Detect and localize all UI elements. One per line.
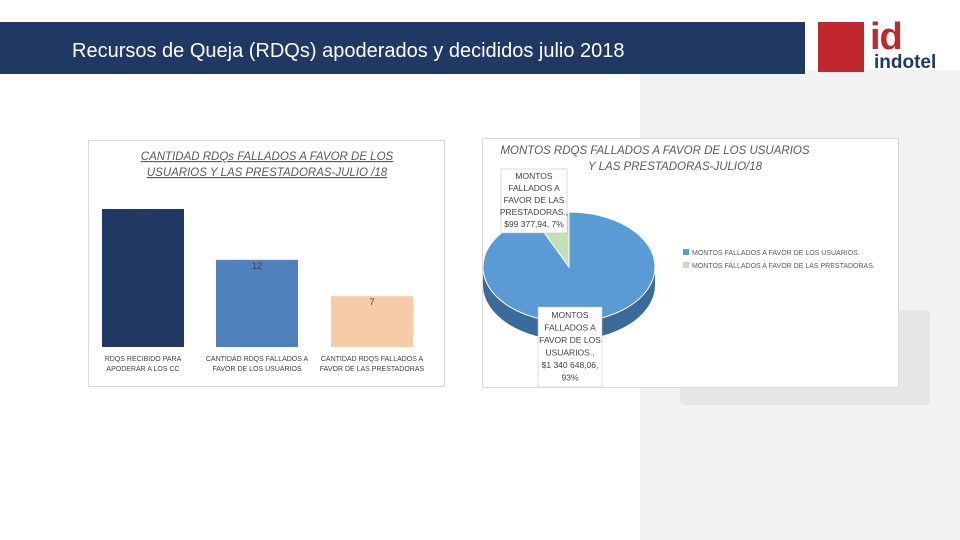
x-tick-label: CANTIDAD RDQS FALLADOS A (206, 356, 309, 363)
bar-chart-container: CANTIDAD RDQs FALLADOS A FAVOR DE LOS USU… (88, 140, 445, 387)
pie-data-label: FAVOR DE LAS (504, 195, 565, 205)
bar-chart-title: CANTIDAD RDQs FALLADOS A FAVOR DE LOS (141, 151, 394, 163)
pie-data-label-users: MONTOS FALLADOS A FAVOR DE LOS USUARIOS., $1… (537, 306, 603, 388)
logo-main-text: id (870, 16, 903, 58)
pie-data-label: FALLADOS A (508, 183, 560, 193)
x-tick-label: FAVOR DE LOS USUARIOS (212, 366, 302, 373)
x-tick-label: RDQS RECIBIDO PARA (105, 356, 182, 363)
pie-data-label: $1 340 648,06, (542, 360, 599, 370)
pie-data-label: USUARIOS., (545, 348, 594, 358)
legend-label: MONTOS FALLADOS A FAVOR DE LOS USUARIOS. (692, 250, 860, 257)
bar-data-label: 19 (138, 210, 148, 220)
x-tick-label: APODERAR A LOS CC (106, 366, 179, 373)
indotel-logo: id indotel (818, 16, 948, 76)
pie-data-label-providers: MONTOS FALLADOS A FAVOR DE LAS PRESTADORAS.… (500, 168, 568, 234)
pie-label-box (500, 168, 568, 234)
pie-label-box (537, 306, 603, 388)
logo-block (818, 22, 864, 72)
legend-swatch (683, 249, 689, 255)
pie-data-label: FAVOR DE LOS (539, 335, 601, 345)
pie-chart-container: MONTOS RDQS FALLADOS A FAVOR DE LOS USUA… (482, 138, 899, 388)
pie-data-label: MONTOS (551, 310, 588, 320)
bar-data-label: 7 (369, 297, 374, 307)
pie-data-label: 93% (561, 373, 578, 383)
slide-title: Recursos de Queja (RDQs) apoderados y de… (72, 40, 625, 62)
pie-data-label: MONTOS (515, 171, 552, 181)
title-bar (0, 22, 805, 74)
pie-data-label: PRESTADORAS., (500, 207, 568, 217)
bar (102, 209, 184, 347)
bar-chart-title: USUARIOS Y LAS PRESTADORAS-JULIO /18 (147, 167, 388, 179)
bar (331, 296, 413, 347)
legend-swatch (683, 262, 689, 268)
bar (216, 259, 298, 347)
x-tick-label: FAVOR DE LAS PRESTADORAS (320, 366, 425, 373)
pie-chart-title: MONTOS RDQS FALLADOS A FAVOR DE LOS USUA… (500, 145, 809, 157)
pie-chart-title: Y LAS PRESTADORAS-JULIO/18 (588, 161, 763, 173)
bar-data-label: 12 (252, 261, 262, 271)
logo-sub-text: indotel (874, 52, 937, 73)
legend-label: MONTOS FALLADOS A FAVOR DE LAS PRESTADOR… (692, 263, 875, 270)
pie-chart: MONTOS RDQS FALLADOS A FAVOR DE LOS USUA… (482, 145, 875, 388)
x-tick-label: CANTIDAD RDQS FALLADOS A (321, 356, 424, 363)
bar-chart: CANTIDAD RDQs FALLADOS A FAVOR DE LOS USU… (102, 151, 425, 373)
pie-data-label: FALLADOS A (544, 323, 596, 333)
pie-data-label: $99 377,94, 7% (504, 219, 564, 229)
